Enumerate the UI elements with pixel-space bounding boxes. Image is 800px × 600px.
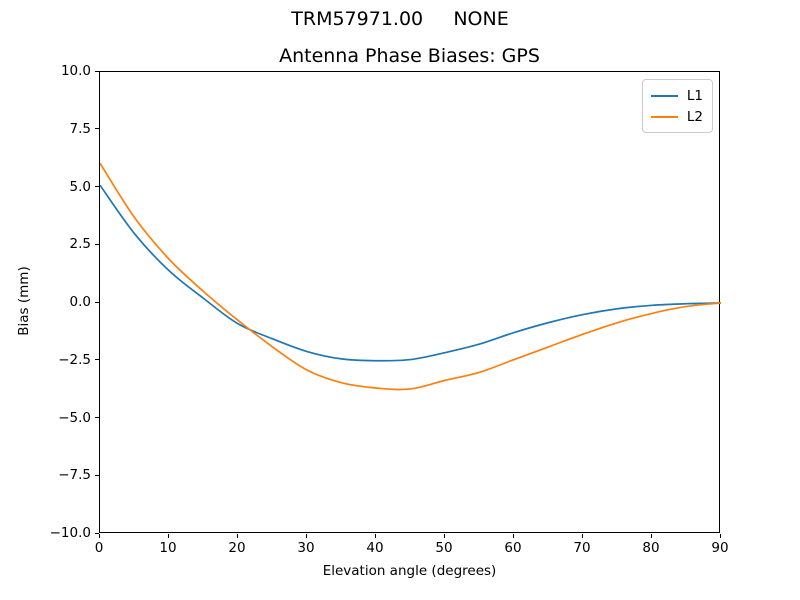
- y-tickmark: [95, 186, 99, 187]
- legend-entry-l1: L1: [650, 85, 703, 106]
- series-line-l2: [100, 162, 721, 391]
- x-tick-label: 50: [435, 540, 453, 556]
- x-tickmark: [98, 534, 100, 538]
- x-tickmark: [581, 534, 583, 538]
- series-line-l1: [100, 184, 721, 362]
- y-axis-label: Bias (mm): [16, 266, 32, 336]
- x-tick-label: 70: [573, 540, 591, 556]
- legend-entry-l2: L2: [650, 106, 703, 127]
- l2-line-swatch: [650, 115, 678, 118]
- legend-label-l1: L1: [686, 87, 703, 104]
- x-tickmark: [443, 534, 445, 538]
- y-tick-label: −5.0: [58, 409, 91, 426]
- l1-line-swatch: [650, 94, 678, 97]
- y-tickmark: [95, 301, 99, 303]
- y-tick-label: 10.0: [60, 63, 91, 79]
- y-tickmark: [95, 532, 99, 534]
- line-series-canvas: [100, 162, 721, 391]
- x-tick-label: 10: [159, 540, 177, 556]
- x-tick-label: 40: [366, 540, 384, 556]
- y-tick-label: −2.5: [58, 351, 91, 368]
- x-tick-label: 80: [642, 540, 660, 556]
- y-tickmark: [95, 359, 99, 361]
- x-tickmark: [512, 534, 514, 538]
- y-tickmark: [95, 243, 99, 245]
- y-tick-label: −7.5: [58, 467, 91, 484]
- x-tickmark: [236, 534, 238, 538]
- plot-area: L1 L2: [99, 71, 721, 533]
- x-tickmark: [305, 534, 307, 538]
- x-axis-label: Elevation angle (degrees): [322, 563, 497, 579]
- y-tickmark: [95, 70, 99, 72]
- x-tick-label: 60: [504, 540, 522, 556]
- y-tick-label: 0.0: [69, 294, 91, 310]
- legend: L1 L2: [641, 79, 713, 133]
- y-tickmark: [95, 474, 99, 476]
- legend-label-l2: L2: [686, 108, 703, 125]
- x-tick-label: 30: [297, 540, 315, 556]
- x-tick-label: 0: [94, 540, 104, 556]
- y-tick-label: 5.0: [69, 178, 91, 195]
- axes-title: Antenna Phase Biases: GPS: [279, 45, 540, 67]
- y-tick-label: 2.5: [69, 236, 91, 253]
- x-tick-label: 90: [711, 540, 729, 556]
- x-tickmark: [650, 534, 652, 538]
- y-tick-label: 7.5: [69, 120, 91, 137]
- x-tickmark: [719, 534, 721, 538]
- y-tickmark: [95, 417, 99, 418]
- x-tickmark: [167, 534, 169, 538]
- x-tick-label: 20: [228, 540, 246, 556]
- figure-suptitle: TRM57971.00 NONE: [291, 8, 509, 30]
- x-tickmark: [374, 534, 376, 538]
- y-tick-label: −10.0: [49, 525, 91, 541]
- y-tickmark: [95, 128, 99, 130]
